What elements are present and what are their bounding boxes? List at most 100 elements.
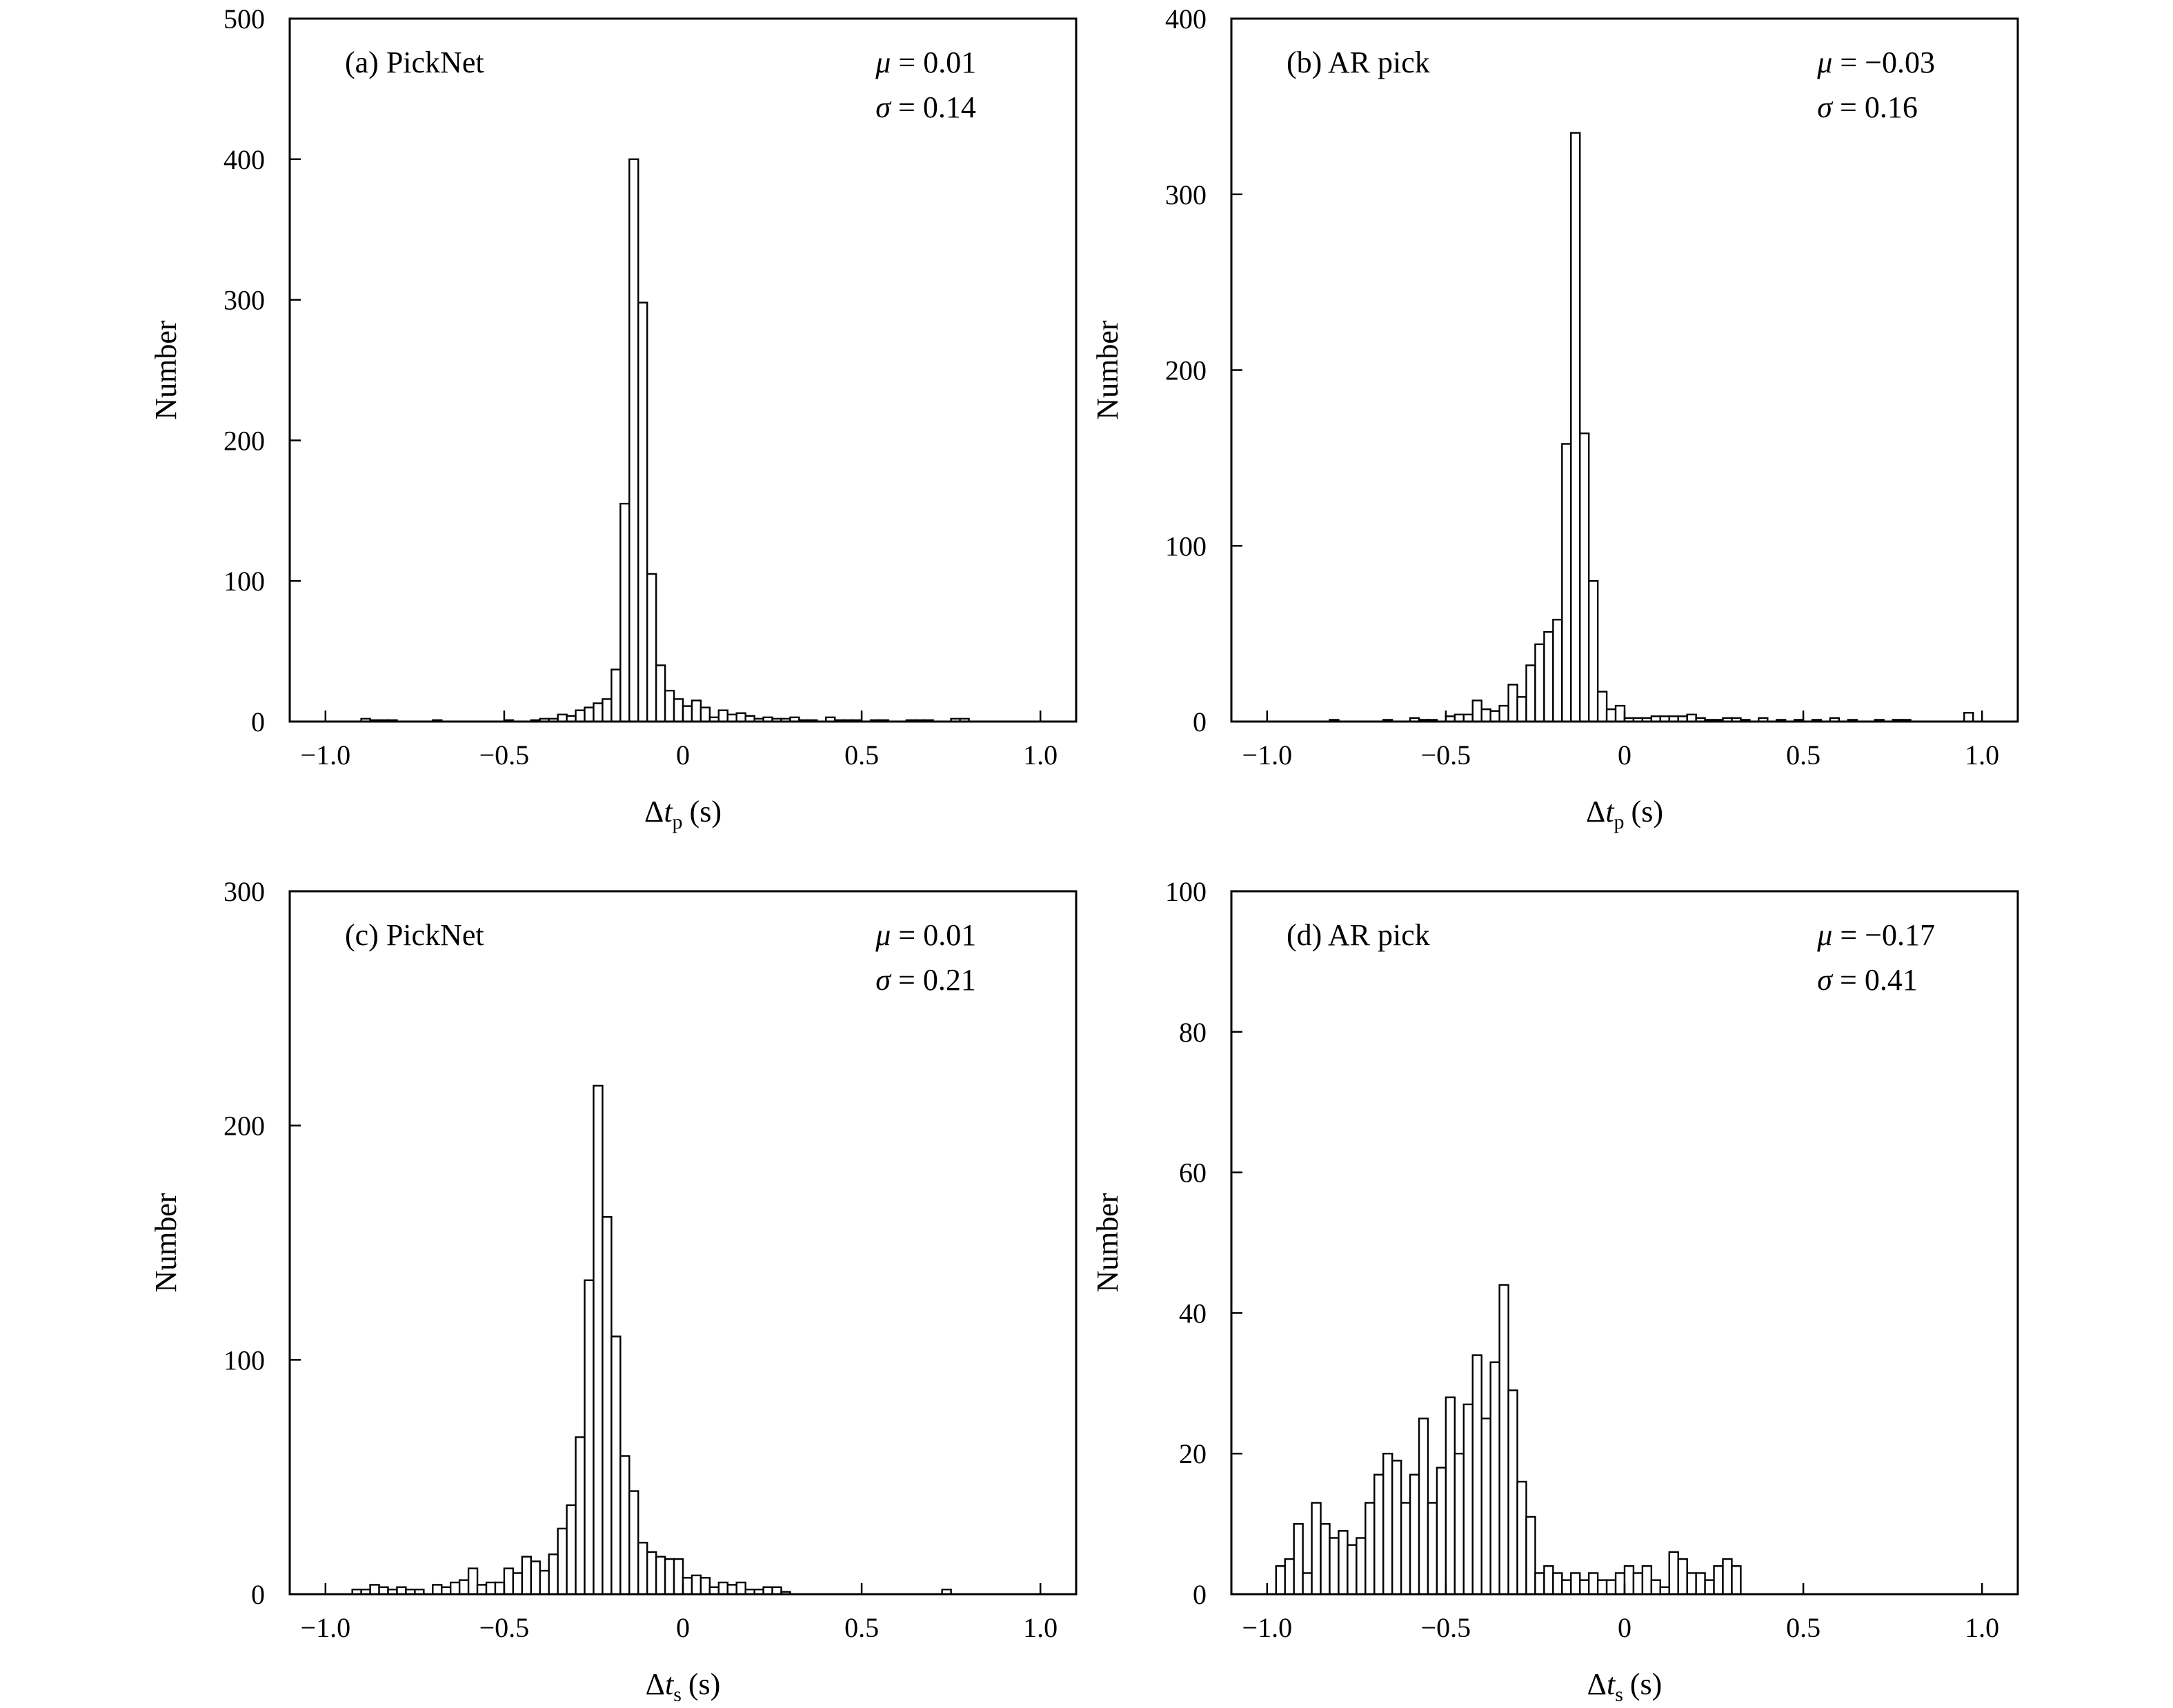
histogram-bar <box>1704 1579 1715 1596</box>
x-tick-label: 0 <box>1618 1612 1631 1643</box>
y-tick-label: 200 <box>1165 355 1207 386</box>
histogram-bar <box>1632 1572 1644 1596</box>
x-tick-label: −0.5 <box>1421 739 1471 771</box>
histogram-bar <box>1382 1452 1393 1596</box>
x-axis-delta: Δ <box>644 795 664 828</box>
histogram-bar <box>646 1551 657 1596</box>
x-tick-label: 0 <box>676 1612 690 1643</box>
histogram-bar <box>557 1527 568 1596</box>
histogram-bar <box>1561 443 1572 723</box>
panel-c: −1.0 −0.5 0 0.5 1.0 0 100 200 300 Number Δts (s) (c)… <box>149 876 1078 1706</box>
sigma-symbol: σ <box>875 90 892 124</box>
histogram-bar <box>726 1584 737 1596</box>
y-axis-title: Number <box>1091 1193 1124 1293</box>
histogram-bar <box>717 1581 728 1596</box>
x-tick-label: 0.5 <box>1786 739 1820 771</box>
histogram-bar <box>1731 1565 1742 1596</box>
sigma-value: 0.14 <box>923 90 976 124</box>
sigma-value: 0.16 <box>1865 90 1918 124</box>
x-tick-label: −0.5 <box>1421 1612 1471 1643</box>
histogram-bar <box>1596 691 1608 723</box>
histogram-bar <box>584 1279 595 1596</box>
histogram-bar <box>1525 664 1536 723</box>
histogram-bar <box>1552 1572 1563 1596</box>
y-tick-label: 100 <box>224 1344 265 1376</box>
histogram-bar <box>1498 704 1509 723</box>
x-tick-label: 0.5 <box>844 739 879 771</box>
histogram-bar <box>1605 708 1617 723</box>
panel-label: (d) AR pick <box>1287 918 1430 952</box>
x-tick-label: 0.5 <box>844 1612 879 1643</box>
histogram-bar <box>1525 1516 1536 1596</box>
histogram-bar <box>1587 580 1599 723</box>
x-tick-label: 1.0 <box>1965 1612 1999 1643</box>
histogram-bar <box>584 706 595 723</box>
histogram-bar <box>1677 1558 1688 1596</box>
histogram-bar <box>378 1586 389 1596</box>
stat-mu: μ = −0.17 <box>1816 918 1935 952</box>
histogram-bar <box>1641 1565 1653 1596</box>
x-tick-label: 1.0 <box>1023 1612 1058 1643</box>
x-axis-title: Δts (s) <box>646 1667 721 1706</box>
histogram-bar <box>1543 630 1554 723</box>
histogram-bar <box>1400 1502 1411 1596</box>
histogram-bar <box>458 1579 470 1596</box>
histogram-bar <box>1338 1530 1349 1596</box>
histogram-bar <box>1713 1565 1724 1596</box>
histogram-bar <box>1579 433 1590 723</box>
x-axis-delta: Δ <box>1587 1667 1607 1701</box>
histogram-bar <box>1498 1284 1509 1596</box>
x-axis-subscript: p <box>1614 811 1625 833</box>
x-axis-title: Δts (s) <box>1587 1667 1663 1706</box>
histogram-bar <box>1480 708 1491 723</box>
x-tick-label: 0 <box>1618 739 1631 771</box>
histogram-bar <box>637 301 648 723</box>
sigma-value: 0.21 <box>923 963 976 997</box>
mu-equals: = <box>891 918 923 952</box>
panel-a: −1.0 −0.5 0 0.5 1.0 0 100 200 300 400 500 Number Δtp… <box>149 3 1078 833</box>
histogram-bar <box>476 1584 488 1596</box>
histogram-bar <box>1320 1522 1331 1596</box>
x-tick-label: 0 <box>676 739 690 771</box>
mu-equals: = <box>891 46 923 79</box>
histogram-bar <box>691 699 702 723</box>
histogram-bar <box>1516 696 1527 723</box>
x-tick-label: 1.0 <box>1023 739 1058 771</box>
histogram-bar <box>539 1569 550 1596</box>
histogram-bar <box>1453 1452 1465 1596</box>
x-axis-unit: (s) <box>690 795 722 828</box>
mu-symbol: μ <box>1816 918 1832 952</box>
histogram-bar <box>691 1574 702 1596</box>
panel-label: (a) PickNet <box>345 46 484 79</box>
histogram-bar <box>503 1567 515 1596</box>
histogram-bar <box>557 713 568 723</box>
x-axis-symbol: t <box>664 795 673 828</box>
mu-value: −0.17 <box>1865 918 1935 952</box>
x-axis-subscript: p <box>673 811 683 833</box>
histogram-bar <box>637 1542 648 1596</box>
histogram-bar <box>593 702 604 723</box>
histogram-bar <box>512 1572 524 1596</box>
histogram-bar <box>1329 1537 1340 1596</box>
histogram-bar <box>548 1553 559 1596</box>
histogram-bar <box>1587 1572 1599 1596</box>
histogram-bar <box>1302 1572 1313 1596</box>
histogram-bar <box>717 709 728 723</box>
histogram-bar <box>611 668 622 723</box>
y-tick-label: 0 <box>1193 706 1207 737</box>
histogram-bar <box>1686 1572 1697 1596</box>
y-axis-title: Number <box>149 320 183 420</box>
histogram-bar <box>1445 1396 1456 1596</box>
histogram-bar <box>575 1436 586 1596</box>
histogram-bar <box>1480 1418 1491 1596</box>
mu-symbol: μ <box>875 918 891 952</box>
mu-value: 0.01 <box>923 918 976 952</box>
stat-mu: μ = −0.03 <box>1816 46 1935 79</box>
histogram-bar <box>1471 1354 1482 1596</box>
histogram-bar <box>1391 1460 1402 1596</box>
mu-symbol: μ <box>1816 46 1832 79</box>
histogram-bar <box>1605 1579 1617 1596</box>
histogram-bar <box>762 1586 773 1596</box>
histogram-bar <box>1418 1418 1429 1596</box>
